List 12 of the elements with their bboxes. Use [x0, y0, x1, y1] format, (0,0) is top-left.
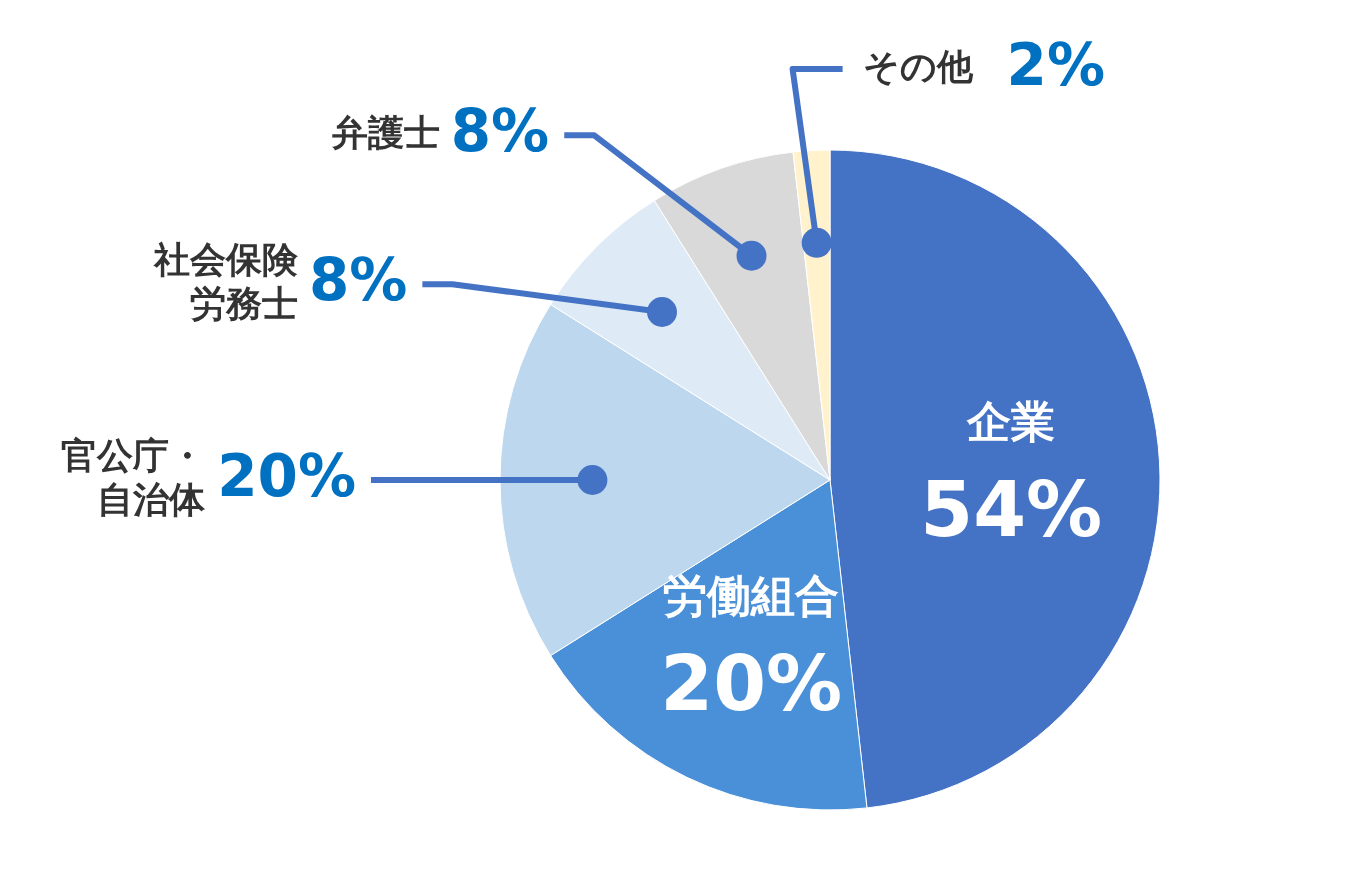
data-label: 20%	[660, 638, 843, 728]
data-label: 20%	[217, 442, 356, 511]
slice-label: 官公庁・自治体	[61, 435, 206, 520]
data-label: 8%	[308, 246, 408, 315]
slice-label: 企業	[966, 395, 1056, 447]
data-label: 54%	[920, 464, 1103, 554]
data-label: 2%	[1006, 31, 1106, 100]
slice-label: 社会保険労務士	[153, 239, 300, 325]
slice-label: その他	[862, 46, 974, 88]
slice-label: 弁護士	[331, 112, 441, 154]
data-label: 8%	[450, 97, 550, 166]
slice-label: 労働組合	[663, 569, 840, 621]
